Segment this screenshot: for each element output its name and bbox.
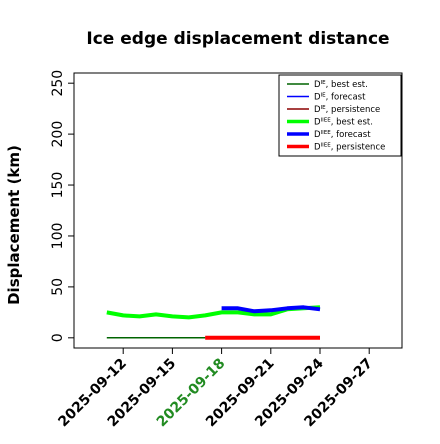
- legend-label: , persistence: [326, 105, 381, 115]
- legend-label: , best est.: [326, 80, 368, 90]
- legend-entry: DIE, forecast: [314, 93, 366, 103]
- y-axis: 0 50 100 150 200 250: [50, 70, 74, 342]
- legend-superscript: IIEE: [321, 143, 332, 149]
- legend-superscript: IE: [321, 93, 327, 99]
- legend: DIE, best est. DIE, forecast DIE, persiste…: [278, 74, 402, 157]
- legend-box: [278, 74, 402, 157]
- legend-superscript: IIEE: [321, 130, 332, 136]
- series-layer: [106, 305, 321, 340]
- legend-entry: DIIEE, forecast: [314, 130, 371, 140]
- y-tick-label: 0: [50, 333, 66, 342]
- y-tick-label: 200: [50, 121, 66, 148]
- legend-label: , persistence: [331, 143, 386, 153]
- legend-entry: DIE, best est.: [314, 80, 368, 90]
- legend-entry: DIIEE, persistence: [314, 143, 385, 153]
- y-tick-label: 50: [50, 278, 66, 296]
- legend-label: , forecast: [326, 93, 366, 103]
- legend-label: , forecast: [331, 130, 371, 140]
- y-tick-label: 250: [50, 70, 66, 97]
- y-axis-label: Displacement (km): [5, 145, 23, 305]
- series-line-5: [221, 305, 321, 314]
- y-tick-label: 150: [50, 172, 66, 199]
- legend-superscript: IE: [321, 80, 327, 86]
- legend-superscript: IE: [321, 105, 327, 111]
- legend-entry: DIIEE, best est.: [314, 118, 373, 128]
- x-axis: 2025-09-122025-09-152025-09-182025-09-21…: [55, 348, 376, 430]
- legend-label: , best est.: [331, 118, 373, 128]
- plot-frame: [73, 72, 403, 349]
- legend-superscript: IIEE: [321, 118, 332, 124]
- y-tick-label: 100: [50, 223, 66, 250]
- chart-title: Ice edge displacement distance: [86, 29, 389, 49]
- legend-entry: DIE, persistence: [314, 105, 380, 115]
